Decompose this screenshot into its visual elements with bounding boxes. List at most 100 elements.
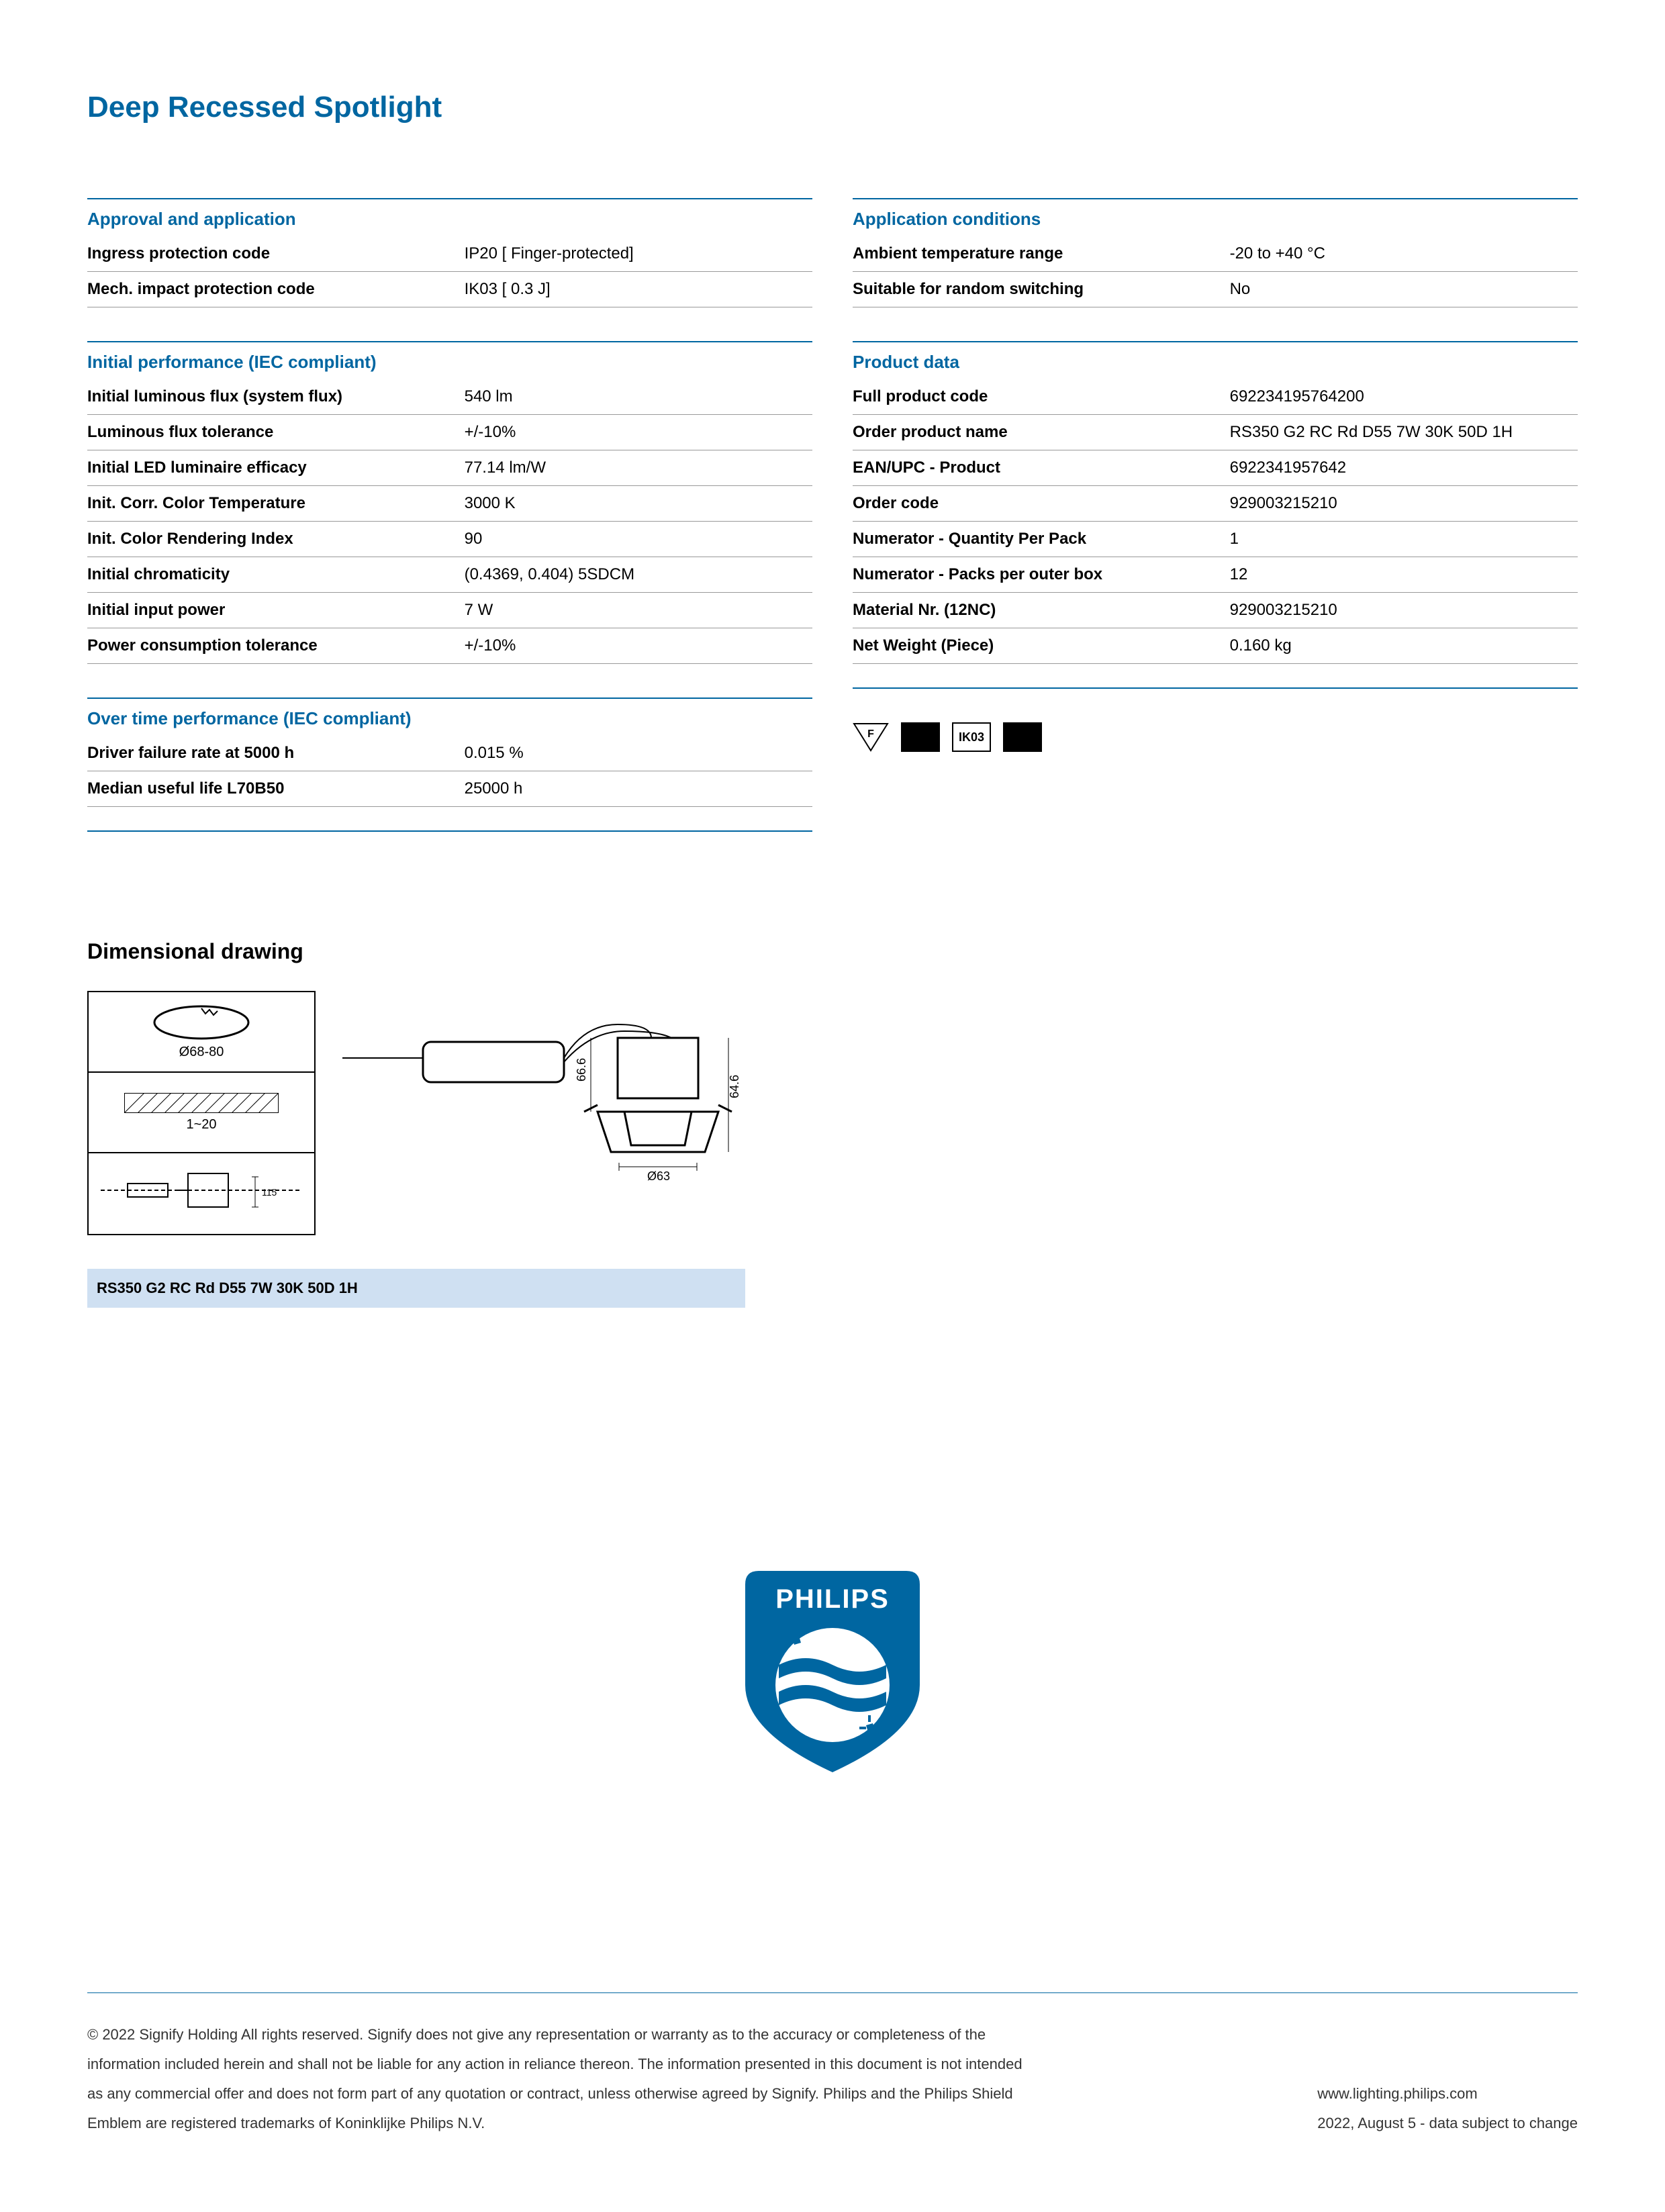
spec-label: Order code xyxy=(853,494,1230,513)
spec-value: +/-10% xyxy=(465,423,812,442)
spec-value: 929003215210 xyxy=(1230,601,1578,620)
spec-value: 12 xyxy=(1230,565,1578,584)
svg-text:Ø63: Ø63 xyxy=(647,1169,670,1183)
spec-label: Initial input power xyxy=(87,601,465,620)
spec-value: 0.160 kg xyxy=(1230,636,1578,655)
spec-row: Ingress protection code IP20 [ Finger-pr… xyxy=(87,236,812,272)
spec-label: Numerator - Quantity Per Pack xyxy=(853,530,1230,548)
spec-row: Initial LED luminaire efficacy77.14 lm/W xyxy=(87,450,812,486)
spec-row: Mech. impact protection code IK03 [ 0.3 … xyxy=(87,272,812,307)
spec-row: Order code929003215210 xyxy=(853,486,1578,522)
spec-label: Order product name xyxy=(853,423,1230,442)
section-initial-perf: Initial performance (IEC compliant) Init… xyxy=(87,341,812,664)
svg-text:F: F xyxy=(867,728,874,740)
dim-cutout-cell: Ø68-80 xyxy=(89,992,314,1073)
section-divider xyxy=(853,687,1578,689)
spec-row: Initial chromaticity(0.4369, 0.404) 5SDC… xyxy=(87,557,812,593)
spec-row: Driver failure rate at 5000 h0.015 % xyxy=(87,736,812,771)
section-divider xyxy=(87,830,812,832)
spec-row: Init. Color Rendering Index90 xyxy=(87,522,812,557)
ik-rating-icon: IK03 xyxy=(952,722,991,752)
dim-thickness-cell: 1~20 xyxy=(89,1073,314,1153)
spec-row: Material Nr. (12NC)929003215210 xyxy=(853,593,1578,628)
section-header: Product data xyxy=(853,341,1578,379)
compliance-icons: F IK03 xyxy=(853,722,1578,752)
spec-row: Luminous flux tolerance+/-10% xyxy=(87,415,812,450)
section-header: Over time performance (IEC compliant) xyxy=(87,698,812,736)
spec-value: 0.015 % xyxy=(465,744,812,763)
spec-value: IP20 [ Finger-protected] xyxy=(465,244,812,263)
dimensional-heading: Dimensional drawing xyxy=(87,939,1578,964)
spec-row: Numerator - Packs per outer box12 xyxy=(853,557,1578,593)
spec-row: Init. Corr. Color Temperature3000 K xyxy=(87,486,812,522)
spec-label: Initial LED luminaire efficacy xyxy=(87,459,465,477)
page-title: Deep Recessed Spotlight xyxy=(87,91,1578,124)
section-approval: Approval and application Ingress protect… xyxy=(87,198,812,307)
spec-value: 1 xyxy=(1230,530,1578,548)
dim-profile-cell: 115 xyxy=(89,1153,314,1234)
spec-value: 692234195764200 xyxy=(1230,387,1578,406)
section-header: Initial performance (IEC compliant) xyxy=(87,341,812,379)
spec-label: Initial chromaticity xyxy=(87,565,465,584)
svg-text:66.6: 66.6 xyxy=(575,1058,588,1081)
spec-row: Median useful life L70B5025000 h xyxy=(87,771,812,807)
spec-row: Initial luminous flux (system flux)540 l… xyxy=(87,379,812,415)
spec-label: Full product code xyxy=(853,387,1230,406)
spec-label: EAN/UPC - Product xyxy=(853,459,1230,477)
spec-row: Net Weight (Piece)0.160 kg xyxy=(853,628,1578,664)
svg-text:115: 115 xyxy=(262,1187,277,1198)
footer-date: 2022, August 5 - data subject to change xyxy=(1317,2109,1578,2138)
product-diagram: 66.6 64.6 Ø63 xyxy=(342,991,759,1199)
spec-value: +/-10% xyxy=(465,636,812,655)
spec-value: No xyxy=(1230,280,1578,299)
spec-row: Numerator - Quantity Per Pack1 xyxy=(853,522,1578,557)
spec-label: Numerator - Packs per outer box xyxy=(853,565,1230,584)
svg-text:PHILIPS: PHILIPS xyxy=(775,1584,890,1614)
spec-value: 25000 h xyxy=(465,779,812,798)
spec-label: Ingress protection code xyxy=(87,244,465,263)
right-column: Application conditions Ambient temperatu… xyxy=(853,198,1578,865)
spec-row: Ambient temperature range-20 to +40 °C xyxy=(853,236,1578,272)
spec-label: Power consumption tolerance xyxy=(87,636,465,655)
spec-row: Suitable for random switchingNo xyxy=(853,272,1578,307)
spec-label: Luminous flux tolerance xyxy=(87,423,465,442)
spec-label: Mech. impact protection code xyxy=(87,280,465,299)
spec-label: Init. Color Rendering Index xyxy=(87,530,465,548)
footer: © 2022 Signify Holding All rights reserv… xyxy=(87,1992,1578,2138)
spec-value: -20 to +40 °C xyxy=(1230,244,1578,263)
spec-value: RS350 G2 RC Rd D55 7W 30K 50D 1H xyxy=(1230,423,1578,442)
spec-label: Suitable for random switching xyxy=(853,280,1230,299)
hatched-bar-icon xyxy=(124,1093,279,1113)
spec-value: 6922341957642 xyxy=(1230,459,1578,477)
spec-value: 7 W xyxy=(465,601,812,620)
section-overtime: Over time performance (IEC compliant) Dr… xyxy=(87,698,812,832)
footer-copyright: © 2022 Signify Holding All rights reserv… xyxy=(87,2020,1027,2138)
dim-cutout-label: Ø68-80 xyxy=(179,1045,224,1060)
triangle-f-icon: F xyxy=(853,722,889,752)
spec-label: Driver failure rate at 5000 h xyxy=(87,744,465,763)
spec-label: Net Weight (Piece) xyxy=(853,636,1230,655)
spec-value: 77.14 lm/W xyxy=(465,459,812,477)
spec-label: Initial luminous flux (system flux) xyxy=(87,387,465,406)
profile-icon: 115 xyxy=(101,1163,302,1224)
spec-label: Median useful life L70B50 xyxy=(87,779,465,798)
dimensional-drawing: Ø68-80 1~20 115 xyxy=(87,991,1578,1235)
spec-row: Power consumption tolerance+/-10% xyxy=(87,628,812,664)
footer-url: www.lighting.philips.com xyxy=(1317,2079,1578,2109)
spec-row: Order product nameRS350 G2 RC Rd D55 7W … xyxy=(853,415,1578,450)
product-caption: RS350 G2 RC Rd D55 7W 30K 50D 1H xyxy=(87,1269,745,1308)
spec-value: 929003215210 xyxy=(1230,494,1578,513)
philips-logo: PHILIPS xyxy=(745,1571,920,1776)
footer-meta: www.lighting.philips.com 2022, August 5 … xyxy=(1317,2079,1578,2138)
dim-table: Ø68-80 1~20 115 xyxy=(87,991,316,1235)
spec-label: Init. Corr. Color Temperature xyxy=(87,494,465,513)
section-header: Application conditions xyxy=(853,198,1578,236)
spec-value: (0.4369, 0.404) 5SDCM xyxy=(465,565,812,584)
spec-label: Ambient temperature range xyxy=(853,244,1230,263)
dim-thickness-label: 1~20 xyxy=(186,1117,216,1133)
spec-value: 3000 K xyxy=(465,494,812,513)
spec-label: Material Nr. (12NC) xyxy=(853,601,1230,620)
spec-value: 540 lm xyxy=(465,387,812,406)
section-app-conditions: Application conditions Ambient temperatu… xyxy=(853,198,1578,307)
black-square-icon xyxy=(1003,722,1042,752)
